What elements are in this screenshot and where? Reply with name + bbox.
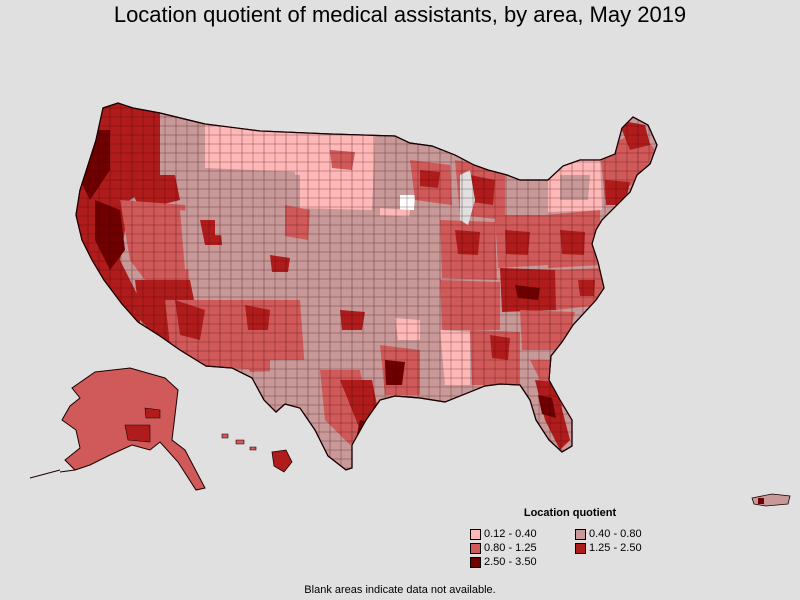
- legend-item: 0.80 - 1.25: [470, 542, 537, 555]
- legend-swatch: [575, 528, 586, 540]
- legend-items: 0.12 - 0.40 0.40 - 0.80 0.80 - 1.25 1.25…: [470, 528, 690, 568]
- legend-label: 0.12 - 0.40: [484, 528, 537, 541]
- map-title: Location quotient of medical assistants,…: [113, 2, 687, 27]
- footnote: Blank areas indicate data not available.: [304, 584, 496, 596]
- legend-swatch: [575, 542, 586, 554]
- hawaii-region: [221, 433, 293, 473]
- alaska-region: [29, 367, 206, 491]
- puerto-rico-region: [751, 493, 791, 507]
- legend-label: 0.80 - 1.25: [484, 542, 537, 555]
- legend-item: 0.12 - 0.40: [470, 528, 537, 541]
- legend: Location quotient 0.12 - 0.40 0.40 - 0.8…: [470, 507, 690, 568]
- legend-swatch: [470, 556, 481, 568]
- legend-label: 2.50 - 3.50: [484, 556, 537, 569]
- legend-swatch: [470, 528, 481, 540]
- legend-item: 2.50 - 3.50: [470, 556, 537, 569]
- legend-item: 1.25 - 2.50: [575, 542, 642, 555]
- legend-title: Location quotient: [523, 507, 617, 519]
- legend-label: 0.40 - 0.80: [589, 528, 642, 541]
- legend-swatch: [470, 542, 481, 554]
- legend-item: 0.40 - 0.80: [575, 528, 642, 541]
- legend-label: 1.25 - 2.50: [589, 542, 642, 555]
- lower48-region: [75, 102, 658, 471]
